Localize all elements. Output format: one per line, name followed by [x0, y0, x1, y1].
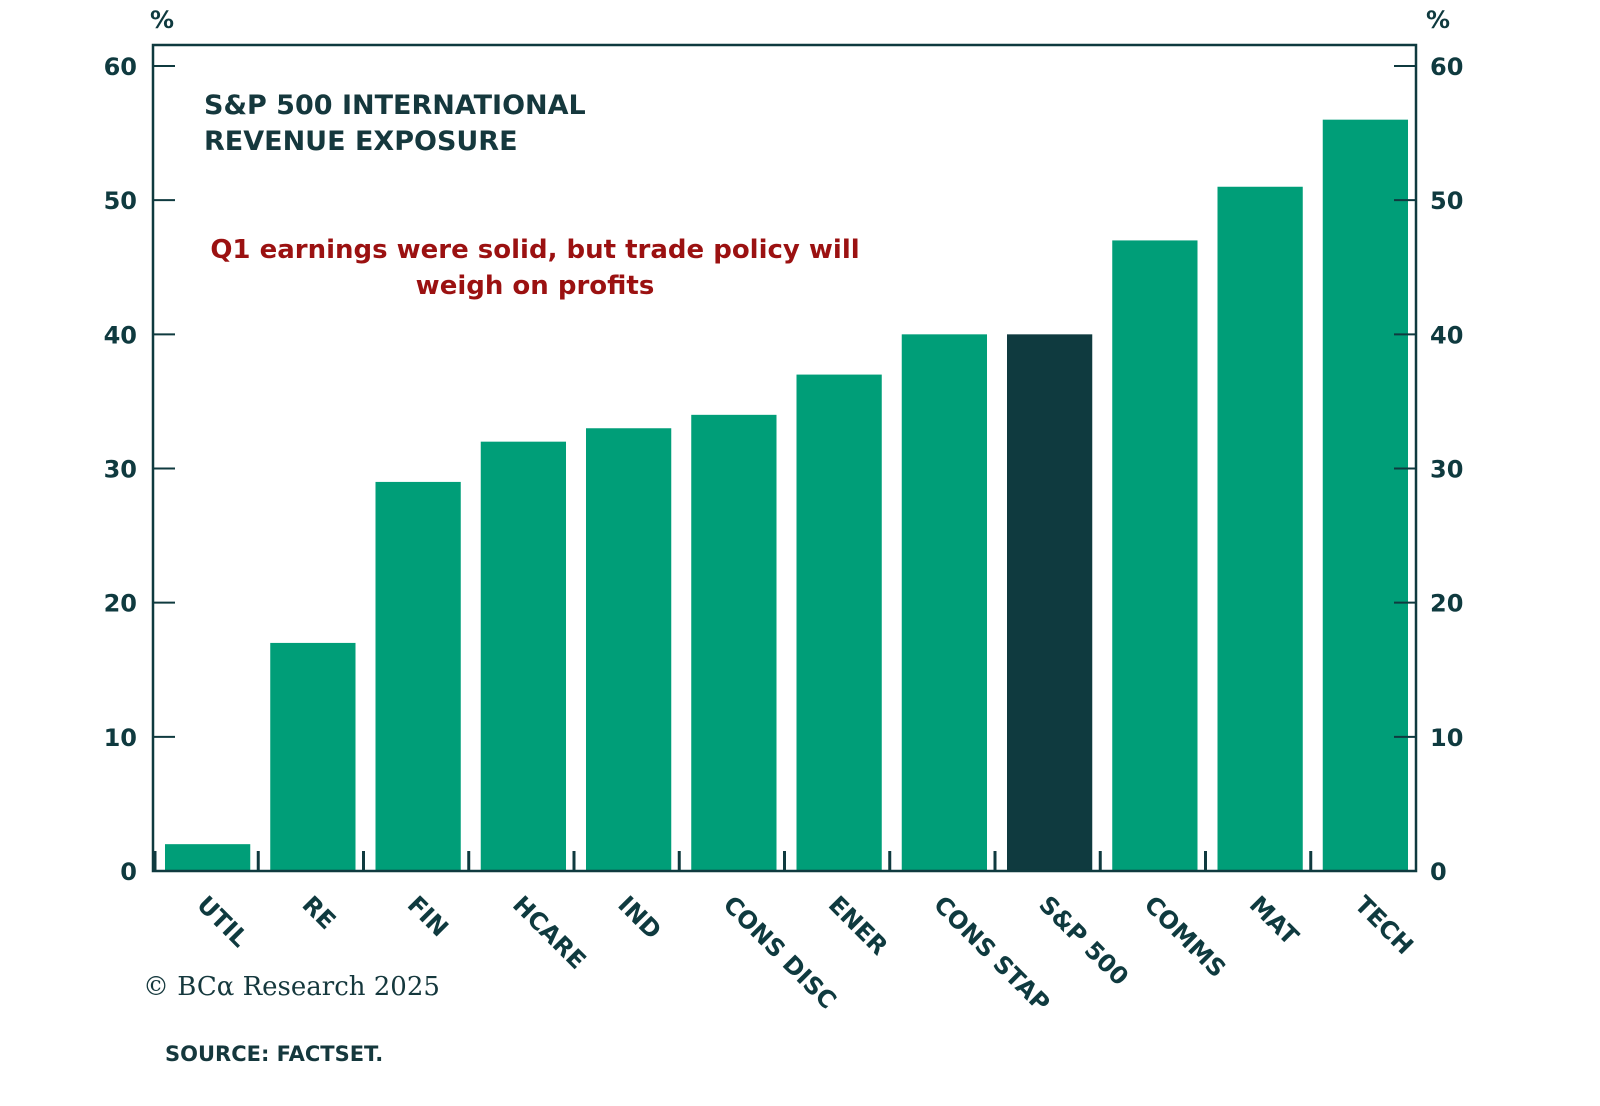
y-tick-label-right: 20: [1430, 590, 1463, 618]
bar-tech: [1322, 119, 1409, 871]
chart-title: S&P 500 INTERNATIONAL REVENUE EXPOSURE: [204, 90, 586, 157]
y-tick-label-right: 0: [1430, 858, 1447, 886]
y-tick-label-right: 40: [1430, 321, 1463, 349]
x-tick-label: S&P 500: [1033, 890, 1134, 991]
bar-s-p-500: [1006, 334, 1093, 871]
bar-comms: [1112, 240, 1198, 871]
x-tick-label: MAT: [1244, 890, 1305, 951]
y-tick-label-left: 40: [104, 321, 137, 349]
x-tick-label: UTIL: [191, 890, 253, 952]
y-tick-label-left: 0: [120, 858, 137, 886]
bar-mat: [1217, 186, 1303, 871]
bar-cons-stap: [901, 334, 988, 871]
bar-ener: [796, 374, 882, 871]
bar-ind: [585, 428, 672, 871]
x-tick-label: ENER: [823, 890, 893, 960]
copyright-notice: © BCα Research 2025: [143, 972, 440, 1002]
x-tick-label: RE: [297, 890, 341, 934]
bar-hcare: [480, 441, 567, 871]
bar-util: [164, 844, 251, 871]
bar-cons-disc: [691, 414, 777, 871]
x-tick-label: TECH: [1349, 890, 1419, 960]
y-axis-unit-left: %: [150, 6, 174, 34]
source-note: SOURCE: FACTSET.: [165, 1042, 384, 1066]
y-tick-label-right: 60: [1430, 53, 1463, 81]
y-axis-unit-right: %: [1426, 6, 1450, 34]
bar-re: [270, 642, 356, 871]
y-tick-label-left: 60: [104, 53, 137, 81]
y-tick-label-right: 50: [1430, 187, 1463, 215]
y-tick-label-left: 30: [104, 456, 137, 484]
x-tick-label: FIN: [402, 890, 454, 942]
y-tick-label-left: 20: [104, 590, 137, 618]
x-tick-label: IND: [612, 890, 666, 944]
y-tick-label-left: 10: [104, 724, 137, 752]
chart-annotation: Q1 earnings were solid, but trade policy…: [210, 235, 860, 301]
y-tick-label-right: 30: [1430, 456, 1463, 484]
y-tick-label-right: 10: [1430, 724, 1463, 752]
y-tick-label-left: 50: [104, 187, 137, 215]
bar-fin: [375, 481, 461, 871]
x-tick-label: HCARE: [507, 890, 591, 974]
x-tick-label: COMMS: [1139, 890, 1232, 983]
